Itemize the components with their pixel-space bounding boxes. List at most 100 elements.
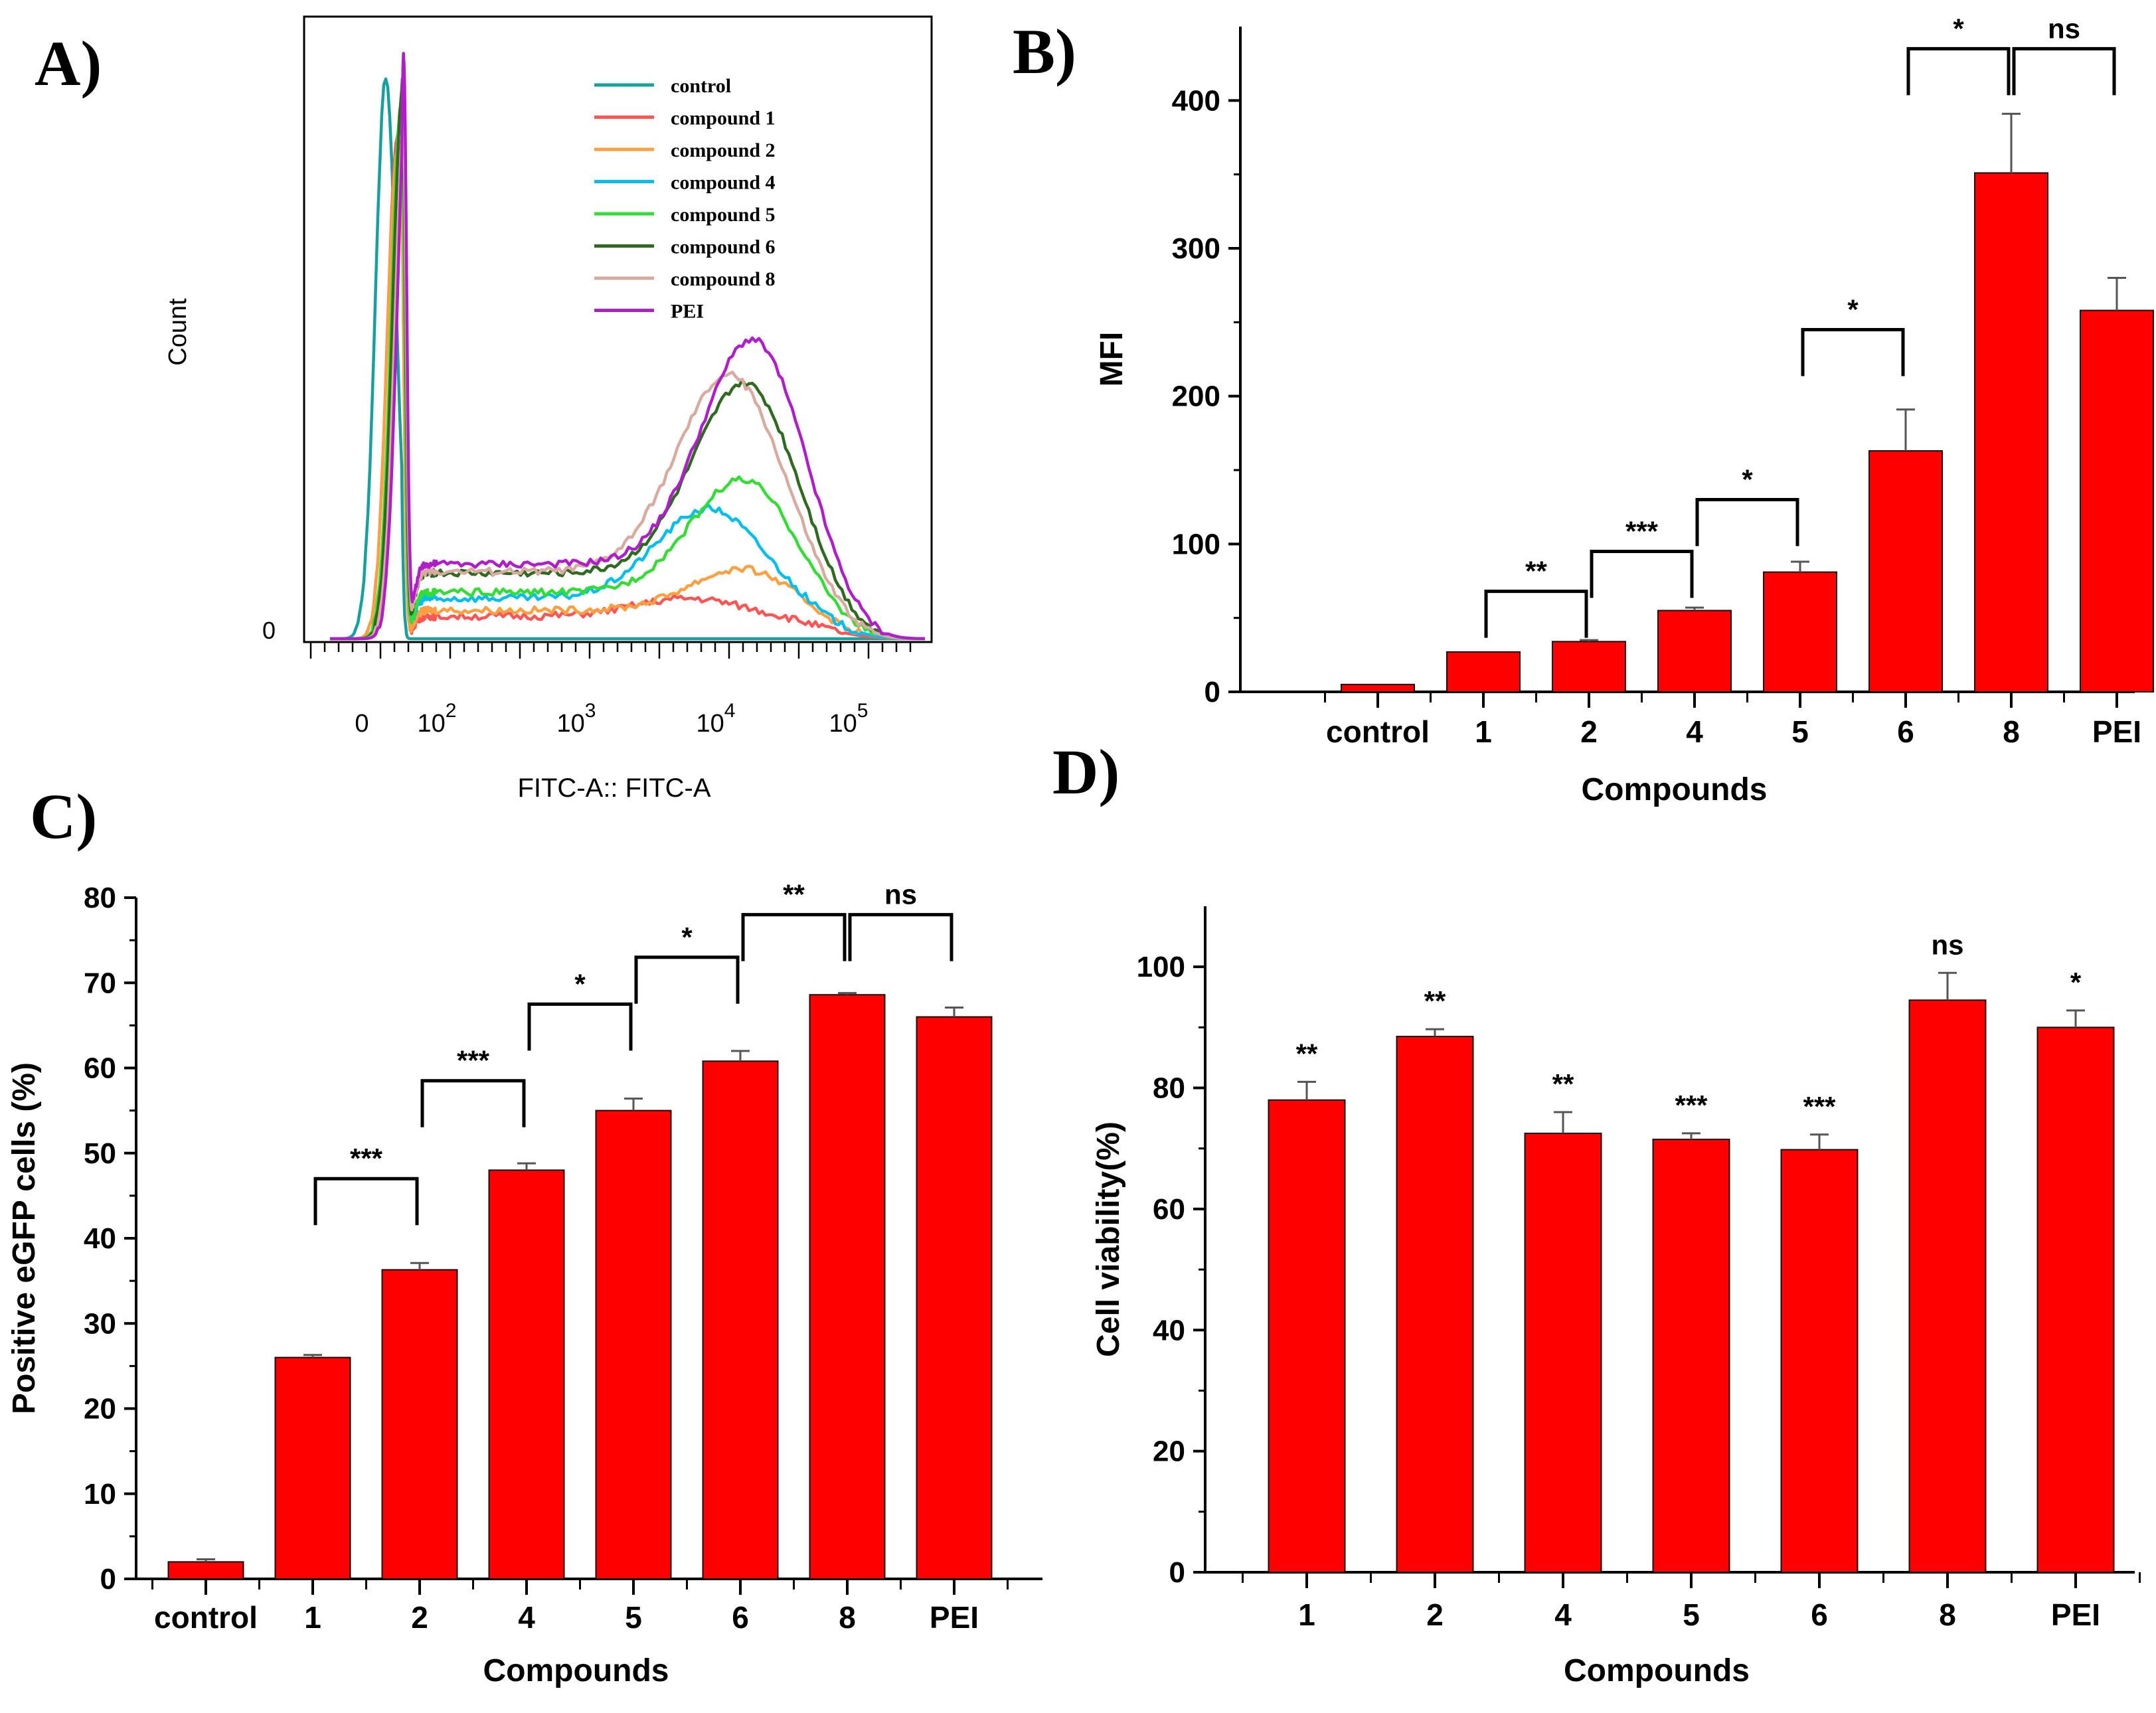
panel-c-y-tick-label: 50 xyxy=(84,1137,116,1170)
panel-c-comparison-bracket xyxy=(634,955,740,1004)
panel-a-x-tick-label: 0 xyxy=(355,710,369,738)
panel-b-category-label: 5 xyxy=(1791,714,1809,749)
panel-b-category-label: PEI xyxy=(2092,714,2141,749)
panel-a-x-tick-exponent: 4 xyxy=(724,700,736,722)
panel-d-letter: D) xyxy=(1052,736,1119,807)
panel-a-series-line xyxy=(330,133,925,641)
panel-a-x-tick-exponent: 5 xyxy=(857,700,869,722)
panel-b-x-label: Compounds xyxy=(1582,772,1768,807)
panel-d-bar xyxy=(1780,1149,1859,1573)
panel-d-bar xyxy=(2036,1026,2115,1573)
panel-c-bar xyxy=(916,1016,993,1580)
panel-c-y-tick-label: 30 xyxy=(84,1307,116,1340)
panel-c-comparison-label: ns xyxy=(884,879,917,910)
panel-b-y-tick-label: 400 xyxy=(1172,84,1220,117)
panel-c-comparison-bracket xyxy=(848,913,954,961)
panel-d-y-tick-label: 80 xyxy=(1153,1072,1185,1105)
panel-c-y-tick-label: 40 xyxy=(84,1222,116,1255)
panel-a-y-tick-0: 0 xyxy=(262,617,276,644)
panel-c-bar xyxy=(381,1269,458,1580)
panel-a-legend-label: control xyxy=(671,75,731,97)
panel-d-y-label: Cell viability(%) xyxy=(1091,1121,1126,1357)
panel-b-comparison-label: ns xyxy=(2048,13,2080,44)
panel-c-comparison-bracket xyxy=(420,1079,526,1127)
panel-c-y-label: Positive eGFP cells (%) xyxy=(7,1062,42,1414)
panel-b-y-tick-label: 200 xyxy=(1172,380,1220,413)
panel-c-y-tick-label: 60 xyxy=(84,1052,116,1085)
panel-a-x-axis: 0 102 103 104 105 xyxy=(309,642,912,738)
panel-a-histogram: 0 102 103 104 105 control compound 1 compound … xyxy=(164,15,933,803)
panel-c-comparison-label: ** xyxy=(783,879,805,910)
panel-a-series-line xyxy=(330,52,926,641)
panel-c-comparison-bracket xyxy=(527,1002,633,1051)
panel-b-y-tick-label: 300 xyxy=(1172,232,1220,265)
panel-a-legend-label: compound 5 xyxy=(671,204,776,226)
panel-d-significance-label: ** xyxy=(1296,1038,1318,1069)
panel-c-y-tick-label: 80 xyxy=(84,882,116,914)
panel-c-category-label: PEI xyxy=(930,1600,979,1635)
panel-c-category-label: 6 xyxy=(732,1600,749,1635)
panel-a-x-tick-label: 104 xyxy=(697,700,736,738)
panel-c-comparison-label: * xyxy=(681,922,693,953)
panel-a-letter: A) xyxy=(35,28,102,99)
panel-d-chart: 0 20 40 60 80 100 1 ** 2 ** 4 ** 5 *** 6 *** 8 ns PEI * Comp… xyxy=(1091,906,2141,1688)
panel-d-bar xyxy=(1396,1036,1474,1573)
panel-d-significance-label: ** xyxy=(1552,1068,1574,1100)
panel-d-bar xyxy=(1268,1099,1346,1574)
panel-c-y-tick-label: 70 xyxy=(84,967,116,999)
panel-d-x-label: Compounds xyxy=(1564,1653,1750,1688)
panel-a-legend-label: compound 8 xyxy=(671,268,776,290)
panel-d-y-tick-label: 0 xyxy=(1169,1556,1185,1589)
panel-b-letter: B) xyxy=(1013,16,1076,87)
panel-b-comparison-bracket xyxy=(1801,327,1905,376)
panel-b-y-tick-label: 0 xyxy=(1204,676,1220,708)
panel-a-legend-label: PEI xyxy=(671,301,704,323)
panel-d-significance-label: ns xyxy=(1931,929,1963,960)
panel-d-category-label: 8 xyxy=(1939,1597,1956,1632)
panel-b-category-label: 2 xyxy=(1580,714,1598,749)
panel-b-comparison-label: ** xyxy=(1525,556,1547,587)
panel-c-bar xyxy=(488,1169,565,1580)
panel-a-legend-label: compound 2 xyxy=(671,139,776,161)
panel-b-bar xyxy=(1446,651,1521,693)
panel-a-x-tick-label: 103 xyxy=(557,700,596,738)
panel-c-category-label: 2 xyxy=(411,1600,428,1635)
panel-c-bar xyxy=(274,1356,351,1580)
panel-a-series-line xyxy=(330,148,925,641)
panel-b-comparison-label: *** xyxy=(1625,515,1659,546)
panel-c-y-tick-label: 20 xyxy=(84,1393,116,1426)
panel-a-x-tick-label: 102 xyxy=(418,700,457,738)
panel-b-category-label: 4 xyxy=(1686,714,1703,749)
panel-c-y-tick-label: 0 xyxy=(100,1563,116,1595)
panel-a-legend-label: compound 4 xyxy=(671,172,776,194)
panel-b-category-label: 1 xyxy=(1475,714,1492,749)
panel-a-series-group xyxy=(330,52,926,641)
panel-c-bar xyxy=(809,994,886,1580)
panel-d-category-label: 4 xyxy=(1554,1597,1572,1632)
panel-b-comparison-bracket xyxy=(1590,549,1694,598)
panel-c-bar xyxy=(167,1561,244,1580)
panel-b-comparison-label: * xyxy=(1847,293,1859,325)
panel-b-bar xyxy=(1763,571,1837,693)
panel-b-y-label: MFI xyxy=(1094,332,1129,387)
panel-a-legend-label: compound 6 xyxy=(671,236,776,258)
panel-a-legend-label: compound 1 xyxy=(671,108,776,129)
panel-b-bar xyxy=(1974,172,2048,693)
panel-b-comparison-label: * xyxy=(1742,464,1753,495)
panel-c-comparison-label: *** xyxy=(350,1143,383,1174)
panel-d-y-tick-label: 100 xyxy=(1137,951,1185,983)
panel-a-series-line xyxy=(330,77,925,641)
panel-b-category-label: control xyxy=(1326,714,1430,749)
panel-d-category-label: 5 xyxy=(1683,1597,1700,1632)
panel-d-category-label: 2 xyxy=(1426,1597,1444,1632)
panel-c-comparison-label: * xyxy=(574,968,586,999)
panel-a-y-label: Count xyxy=(164,298,192,366)
panel-b-y-tick-label: 100 xyxy=(1172,528,1220,560)
panel-d-y-tick-label: 40 xyxy=(1153,1314,1185,1346)
panel-a-x-tick-exponent: 3 xyxy=(585,700,596,722)
panel-c-x-label: Compounds xyxy=(483,1653,669,1688)
panel-c-bar xyxy=(702,1060,779,1580)
